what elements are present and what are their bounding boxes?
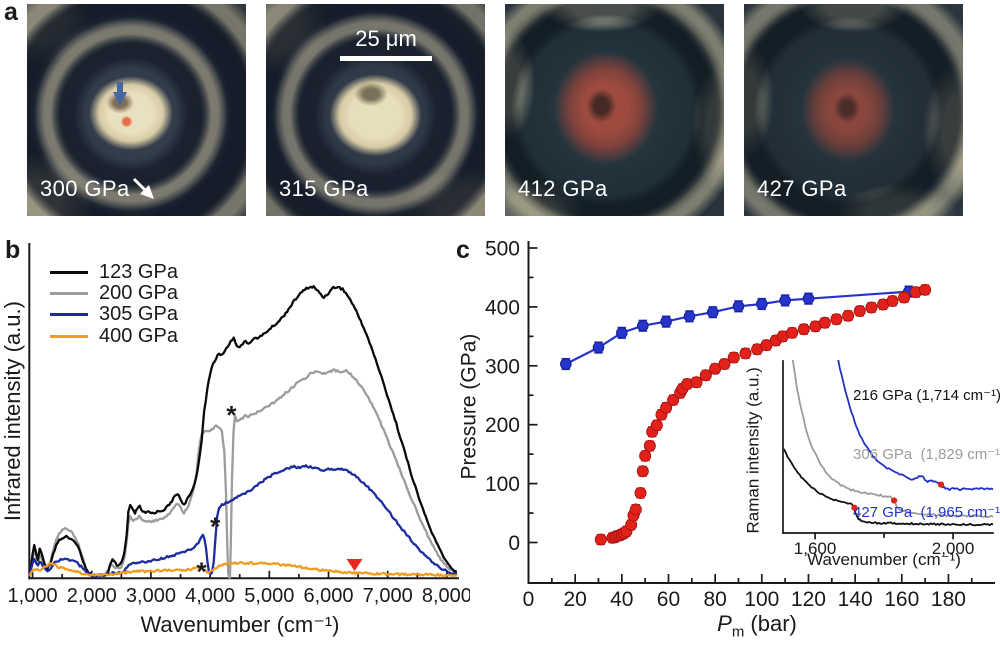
legend-label: 305 GPa — [99, 303, 178, 326]
panel-b-ir-spectra-chart: 1,000 2,000 3,000 4,000 5,000 6,000 7,000 8,000… — [8, 243, 470, 607]
legend-row: 305 GPa — [50, 303, 178, 326]
raman-spectrum-216-GPa — [783, 447, 994, 527]
scale-bar-label: 25 μm — [355, 26, 417, 51]
micrograph-412gpa: 412 GPa — [505, 4, 724, 216]
blue-down-arrow-icon — [113, 82, 127, 106]
red-data-points — [594, 283, 932, 546]
tick-label: 60 — [657, 588, 680, 611]
tick-label: 3,000 — [126, 585, 176, 607]
ir-spectrum-305-GPa — [28, 464, 458, 578]
pm-subscript: m — [731, 623, 745, 641]
legend-row: 200 GPa — [50, 282, 178, 305]
pm-unit: (bar) — [744, 611, 797, 636]
tick-label: 6,000 — [303, 585, 353, 607]
tick-label: 1,600 — [794, 539, 837, 558]
inset-legend-entry-427: 427 GPa (1,965 cm⁻¹) — [853, 504, 1000, 521]
inset-y-axis-title: Raman intensity (a.u.) — [743, 367, 763, 534]
pressure-label-427: 427 GPa — [757, 176, 847, 201]
tick-label: 2,000 — [67, 585, 117, 607]
legend-line-swatch-black — [50, 271, 88, 275]
tick-label: 7,000 — [363, 585, 413, 607]
pressure-label-412: 412 GPa — [518, 176, 608, 201]
asterisk-marker: * — [210, 511, 221, 541]
panel-c-x-axis-title: Pm (bar) — [637, 611, 877, 641]
red-triangle-marker — [346, 558, 363, 571]
panel-b-legend: 123 GPa 200 GPa 305 GPa 400 GPa — [50, 261, 178, 347]
tick-label: 4,000 — [185, 585, 235, 607]
tick-label: 40 — [610, 588, 633, 611]
inset-x-axis-title: Wavenumber (cm⁻¹) — [807, 550, 961, 569]
tick-label: 0 — [508, 532, 520, 555]
tick-label: 400 — [485, 296, 520, 319]
tick-label: 100 — [744, 588, 779, 611]
asterisk-marker: * — [196, 556, 207, 586]
tick-label: 100 — [485, 473, 520, 496]
panel-c-y-axis-title: Pressure (GPa) — [457, 333, 481, 480]
panel-c-inset-raman-chart: 1,600 2,000 — [782, 360, 994, 558]
tick-label: 160 — [884, 588, 919, 611]
tick-label: 120 — [791, 588, 826, 611]
inset-curves — [783, 360, 994, 527]
panel-c-ticks — [527, 247, 973, 583]
panel-a-label: a — [4, 0, 18, 26]
tick-label: 5,000 — [244, 585, 294, 607]
pm-symbol: P — [717, 611, 732, 636]
tick-label: 2,000 — [932, 539, 975, 558]
micrograph-315gpa: 25 μm 315 GPa — [266, 4, 485, 216]
panel-c-pressure-chart: 0 100 200 300 400 500 0 20 40 60 80 100 120 140 160 180 — [485, 238, 995, 611]
tick-label: 80 — [703, 588, 726, 611]
legend-label: 200 GPa — [99, 282, 178, 305]
pressure-label-300: 300 GPa — [40, 176, 130, 201]
panel-b-y-axis-title: Infrared intensity (a.u.) — [0, 301, 25, 522]
tick-label: 20 — [563, 588, 586, 611]
micrograph-300gpa: 300 GPa — [27, 4, 246, 216]
white-diagonal-arrow-icon — [132, 177, 154, 199]
inset-legend-entry-306: 306 GPa (1,829 cm⁻¹) — [853, 445, 1000, 463]
tick-label: 200 — [485, 414, 520, 437]
tick-label: 1,000 — [8, 585, 58, 607]
tick-label: 300 — [485, 355, 520, 378]
legend-line-swatch-blue — [50, 313, 88, 317]
legend-label: 400 GPa — [99, 324, 178, 347]
inset-axes — [782, 360, 994, 540]
vibron-position-dots — [851, 481, 945, 511]
tick-label: 0 — [523, 588, 535, 611]
ir-spectrum-200-GPa — [28, 368, 457, 579]
legend-label: 123 GPa — [99, 261, 178, 284]
panel-b-x-axis-title: Wavenumber (cm⁻¹) — [140, 612, 340, 637]
legend-line-swatch-gray — [50, 292, 88, 296]
asterisk-marker: * — [226, 400, 237, 430]
tick-label: 140 — [838, 588, 873, 611]
panel-b-label: b — [5, 236, 21, 264]
tick-label: 500 — [485, 238, 520, 261]
micrograph-427gpa: 427 GPa — [744, 4, 963, 216]
panel-c-label: c — [456, 236, 470, 264]
inset-legend-entry-216: 216 GPa (1,714 cm⁻¹) — [853, 387, 1000, 404]
tick-label: 8,000 — [422, 585, 470, 607]
pressure-label-315: 315 GPa — [279, 176, 369, 201]
raman-spectrum-306-GPa — [791, 360, 994, 518]
ir-spectrum-400-GPa — [28, 560, 458, 578]
legend-row: 123 GPa — [50, 261, 178, 284]
legend-line-swatch-orange — [50, 334, 88, 338]
inset-legend: 216 GPa (1,714 cm⁻¹) 306 GPa (1,829 cm⁻¹… — [853, 347, 1000, 562]
legend-row: 400 GPa — [50, 324, 178, 347]
panel-b-axes — [28, 243, 459, 580]
raman-spectrum-427-GPa — [837, 360, 994, 492]
tick-label: 180 — [931, 588, 966, 611]
scale-bar — [340, 56, 432, 61]
